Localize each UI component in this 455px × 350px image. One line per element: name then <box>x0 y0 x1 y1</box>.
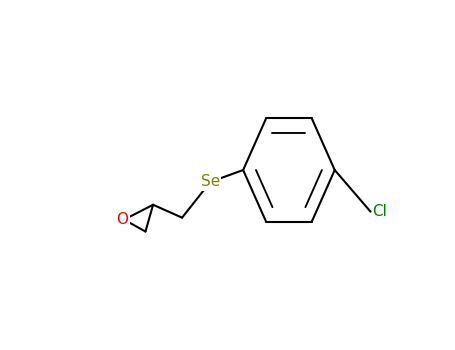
Text: Se: Se <box>201 174 220 189</box>
Text: Cl: Cl <box>372 204 387 219</box>
Text: O: O <box>116 212 128 227</box>
